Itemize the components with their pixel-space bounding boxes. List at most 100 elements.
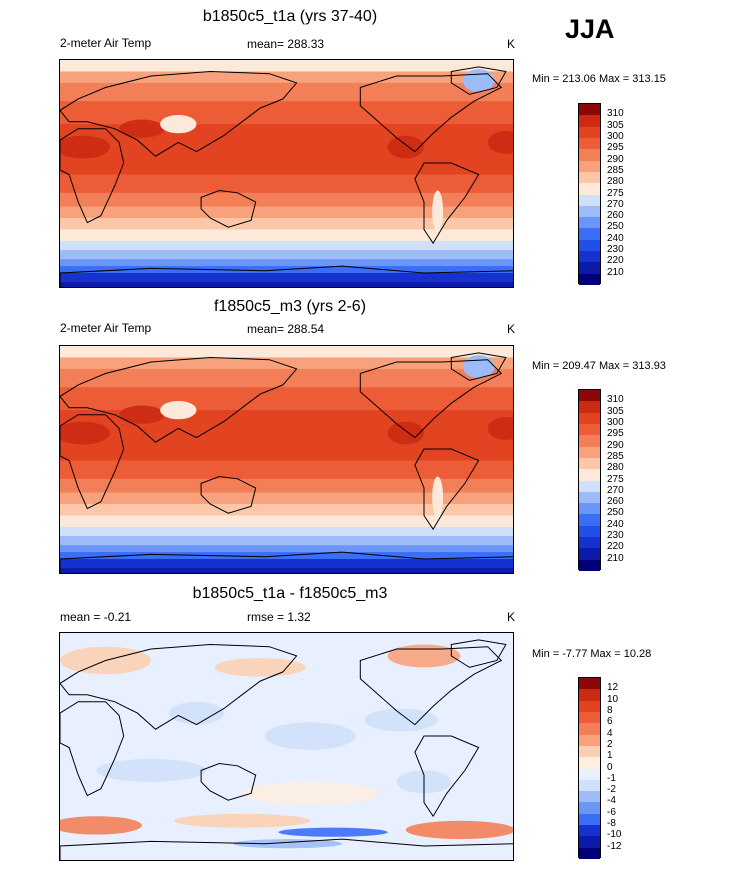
- panel3-minmax-label: Min = -7.77 Max = 10.28: [532, 648, 652, 660]
- panel2-mean-label: mean= 288.54: [247, 322, 325, 336]
- colorbar-swatch: [579, 262, 600, 274]
- colorbar-tick-label: 250: [607, 221, 624, 233]
- panel2-map-svg: [60, 346, 513, 573]
- panel3-colorbar: [578, 677, 601, 859]
- colorbar-tick-label: 250: [607, 507, 624, 519]
- colorbar-tick-label: 210: [607, 266, 624, 278]
- temperature-band: [60, 545, 513, 554]
- coastline: [359, 73, 503, 153]
- colorbar-tick-label: 210: [607, 552, 624, 564]
- colorbar-swatch: [579, 548, 600, 560]
- temperature-band: [60, 60, 513, 73]
- difference-region: [242, 781, 379, 805]
- colorbar-tick-label: 1: [607, 750, 613, 762]
- colorbar-swatch: [579, 423, 600, 436]
- colorbar-tick-label: -1: [607, 772, 616, 784]
- cold-region: [160, 400, 197, 420]
- temperature-band: [60, 240, 513, 252]
- colorbar-swatch: [579, 469, 600, 481]
- colorbar-tick-label: 4: [607, 727, 613, 739]
- colorbar-swatch: [579, 115, 600, 127]
- coastline: [60, 414, 125, 510]
- colorbar-tick-label: -12: [607, 840, 622, 852]
- coastline: [60, 265, 513, 287]
- difference-region: [60, 816, 142, 835]
- colorbar-tick-label: 8: [607, 704, 613, 716]
- difference-region: [278, 827, 388, 837]
- panel3-title: b1850c5_t1a - f1850c5_m3: [192, 585, 388, 602]
- colorbar-tick-label: -6: [607, 806, 616, 818]
- colorbar-tick-label: 310: [607, 394, 624, 406]
- temperature-band: [60, 266, 513, 274]
- colorbar-swatch: [579, 160, 600, 172]
- colorbar-swatch: [579, 412, 600, 424]
- coastline: [200, 475, 257, 514]
- colorbar-tick-label: 10: [607, 693, 619, 705]
- colorbar-tick-label: 290: [607, 439, 624, 451]
- panel1-mean-label: mean= 288.33: [247, 37, 325, 51]
- colorbar-tick-label: -8: [607, 818, 616, 830]
- temperature-band: [60, 82, 513, 103]
- colorbar-swatch: [579, 723, 600, 735]
- colorbar-swatch: [579, 711, 600, 724]
- colorbar-tick-label: 240: [607, 232, 624, 244]
- coastline: [60, 643, 298, 730]
- difference-region: [232, 839, 343, 849]
- coastline: [200, 762, 257, 801]
- colorbar-tick-label: 230: [607, 244, 624, 256]
- colorbar-tick-label: 260: [607, 210, 624, 222]
- temperature-band: [60, 272, 513, 284]
- colorbar-tick-label: 275: [607, 473, 624, 485]
- colorbar-swatch: [579, 745, 600, 758]
- coastline: [60, 551, 513, 573]
- difference-region: [96, 758, 206, 782]
- colorbar-tick-label: 295: [607, 428, 624, 440]
- cold-region: [462, 69, 495, 93]
- panel1-colorbar: [578, 103, 601, 285]
- colorbar-swatch: [579, 757, 600, 769]
- temperature-band: [60, 259, 513, 268]
- colorbar-tick-label: -4: [607, 795, 616, 807]
- temperature-band: [60, 526, 513, 538]
- colorbar-tick-label: -10: [607, 829, 622, 841]
- colorbar-swatch: [579, 104, 600, 116]
- coastline: [200, 189, 257, 228]
- hot-region: [60, 135, 111, 159]
- colorbar-tick-label: 0: [607, 761, 613, 773]
- panel1-map: [59, 59, 514, 288]
- colorbar-swatch: [579, 689, 600, 701]
- panel3-mean-label: mean = -0.21: [60, 610, 132, 624]
- colorbar-tick-label: 280: [607, 462, 624, 474]
- colorbar-swatch: [579, 779, 600, 792]
- temperature-band: [60, 282, 513, 287]
- panel1-variable-label: 2-meter Air Temp: [60, 36, 152, 50]
- colorbar-swatch: [579, 503, 600, 515]
- colorbar-swatch: [579, 700, 600, 712]
- colorbar-swatch: [579, 813, 600, 826]
- colorbar-swatch: [579, 401, 600, 413]
- colorbar-tick-label: 6: [607, 716, 613, 728]
- colorbar-swatch: [579, 537, 600, 549]
- coastline: [60, 701, 125, 797]
- temperature-band: [60, 206, 513, 220]
- temperature-band: [60, 568, 513, 573]
- temperature-band: [60, 250, 513, 261]
- colorbar-swatch: [579, 525, 600, 538]
- colorbar-swatch: [579, 228, 600, 240]
- cold-region: [432, 476, 444, 518]
- temperature-band: [60, 492, 513, 506]
- colorbar-swatch: [579, 734, 600, 746]
- coastline: [414, 162, 480, 245]
- panel2-colorbar: [578, 389, 601, 571]
- colorbar-swatch: [579, 825, 600, 837]
- colorbar-tick-label: 300: [607, 416, 624, 428]
- panel2-minmax-label: Min = 209.47 Max = 313.93: [532, 360, 666, 372]
- panel2-title: f1850c5_m3 (yrs 2-6): [213, 298, 367, 315]
- panel2-map: [59, 345, 514, 574]
- panel1-map-svg: [60, 60, 513, 287]
- temperature-band: [60, 478, 513, 494]
- colorbar-swatch: [579, 137, 600, 150]
- colorbar-tick-label: 300: [607, 130, 624, 142]
- temperature-band: [60, 368, 513, 389]
- panel3-map: [59, 632, 514, 861]
